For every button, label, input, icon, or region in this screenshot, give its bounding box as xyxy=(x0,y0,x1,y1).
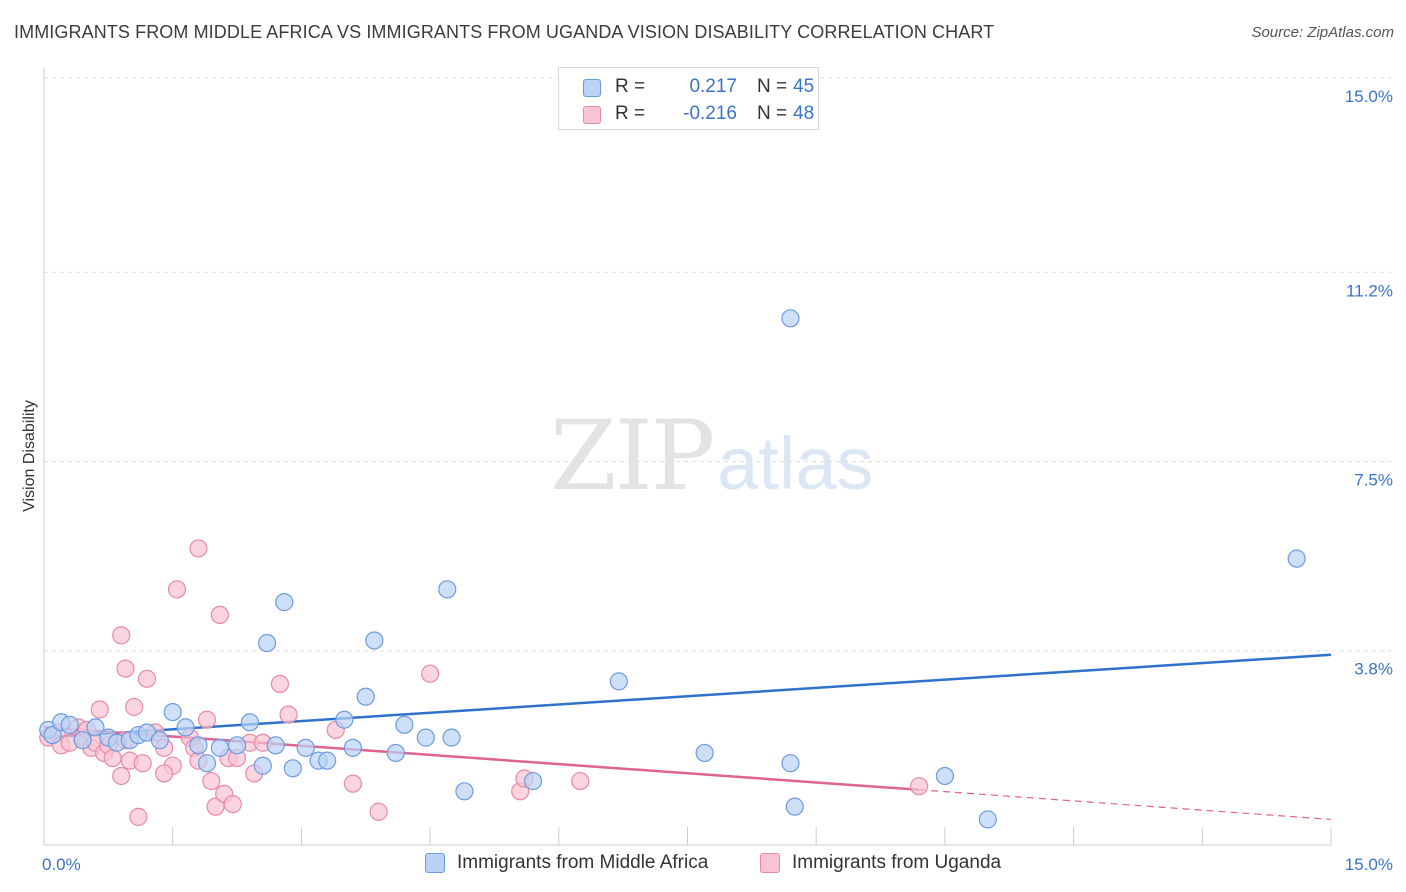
data-point-uganda xyxy=(210,605,229,625)
data-point-middle-africa xyxy=(240,713,260,732)
data-point-middle-africa xyxy=(86,718,105,737)
data-point-middle-africa xyxy=(73,731,92,750)
legend-n-value: 48 xyxy=(793,103,815,124)
data-point-uganda xyxy=(202,771,221,791)
data-point-middle-africa xyxy=(296,738,315,757)
data-point-middle-africa xyxy=(438,580,457,599)
data-point-uganda xyxy=(279,705,298,724)
y-tick-label: 3.8% xyxy=(1354,660,1393,679)
x-tick-label: 15.0% xyxy=(1345,855,1393,874)
bottom-legend-label: Immigrants from Uganda xyxy=(792,852,1002,873)
data-point-middle-africa xyxy=(978,810,997,829)
x-tick-label: 0.0% xyxy=(42,855,81,874)
data-point-middle-africa xyxy=(150,731,169,750)
axes xyxy=(43,68,1332,846)
legend-n-label: N = xyxy=(757,76,788,97)
data-point-middle-africa xyxy=(210,738,229,757)
data-point-uganda xyxy=(112,766,131,786)
chart-title: IMMIGRANTS FROM MIDDLE AFRICA VS IMMIGRA… xyxy=(14,22,995,42)
data-point-middle-africa xyxy=(343,738,362,757)
data-point-middle-africa xyxy=(781,309,800,328)
legend-r-value: 0.217 xyxy=(689,76,737,97)
data-point-middle-africa xyxy=(266,736,285,755)
data-point-uganda xyxy=(112,626,131,645)
data-point-uganda xyxy=(270,674,290,694)
data-point-uganda xyxy=(129,807,148,826)
data-point-uganda xyxy=(189,539,208,558)
data-point-middle-africa xyxy=(609,672,628,691)
data-point-middle-africa xyxy=(318,751,337,770)
data-point-middle-africa xyxy=(60,715,79,734)
trend-line-middle-africa xyxy=(43,653,1332,739)
data-point-middle-africa xyxy=(781,754,800,773)
data-point-middle-africa xyxy=(335,710,354,729)
legend-r-label: R = xyxy=(615,76,646,97)
data-point-uganda xyxy=(197,710,217,729)
data-point-uganda xyxy=(369,802,388,821)
data-point-uganda xyxy=(223,794,242,814)
data-points xyxy=(39,309,1306,829)
data-point-uganda xyxy=(910,777,929,796)
data-point-middle-africa xyxy=(197,754,217,773)
bottom-legend-swatch-middle-africa xyxy=(425,853,445,873)
data-point-uganda xyxy=(116,659,135,678)
data-point-middle-africa xyxy=(1287,549,1306,568)
trend-line-uganda-extension xyxy=(919,789,1332,821)
data-point-middle-africa xyxy=(386,743,405,763)
source-label: Source: ZipAtlas.com xyxy=(1251,24,1394,41)
data-point-middle-africa xyxy=(283,759,302,778)
data-point-middle-africa xyxy=(189,736,208,755)
data-point-middle-africa xyxy=(227,736,247,755)
bottom-legend-label: Immigrants from Middle Africa xyxy=(457,852,709,873)
y-tick-label: 7.5% xyxy=(1354,471,1393,490)
data-point-middle-africa xyxy=(455,782,474,801)
data-point-middle-africa xyxy=(253,756,272,775)
data-point-uganda xyxy=(155,764,174,783)
legend-r-label: R = xyxy=(615,103,646,124)
data-point-middle-africa xyxy=(356,687,375,706)
data-point-middle-africa xyxy=(695,743,714,763)
legend-n-value: 45 xyxy=(793,76,815,97)
data-point-uganda xyxy=(90,700,109,719)
legend-swatch-uganda xyxy=(583,106,601,124)
data-point-uganda xyxy=(343,774,362,793)
grid-lines xyxy=(44,77,1391,652)
legend-swatch-middle-africa xyxy=(583,79,601,97)
data-point-middle-africa xyxy=(935,766,955,786)
legend: R = 0.217 N = 45 R = -0.216 N = 48 xyxy=(558,67,819,130)
data-point-middle-africa xyxy=(785,797,804,816)
data-point-middle-africa xyxy=(416,728,435,747)
legend-n-label: N = xyxy=(757,103,788,124)
y-tick-label: 11.2% xyxy=(1346,281,1393,300)
y-axis-label: Vision Disability xyxy=(21,400,38,512)
data-point-middle-africa xyxy=(523,771,543,791)
data-point-uganda xyxy=(421,664,440,683)
data-point-uganda xyxy=(571,771,590,791)
data-point-middle-africa xyxy=(395,715,414,734)
data-point-middle-africa xyxy=(163,702,182,722)
bottom-legend-swatch-uganda xyxy=(760,853,780,873)
data-point-uganda xyxy=(133,754,152,773)
data-point-uganda xyxy=(103,748,122,768)
tick-labels: 3.8% 7.5% 11.2% 15.0% 0.0% 15.0% xyxy=(42,87,1393,874)
data-point-middle-africa xyxy=(365,631,384,650)
data-point-uganda xyxy=(124,697,144,717)
data-point-uganda xyxy=(167,580,187,599)
data-point-middle-africa xyxy=(176,718,195,737)
data-point-middle-africa xyxy=(275,593,294,612)
data-point-middle-africa xyxy=(43,725,62,745)
data-point-middle-africa xyxy=(442,728,461,747)
y-tick-label: 15.0% xyxy=(1345,87,1393,106)
legend-r-value: -0.216 xyxy=(683,103,737,124)
data-point-uganda xyxy=(137,669,157,688)
data-point-middle-africa xyxy=(257,633,277,653)
